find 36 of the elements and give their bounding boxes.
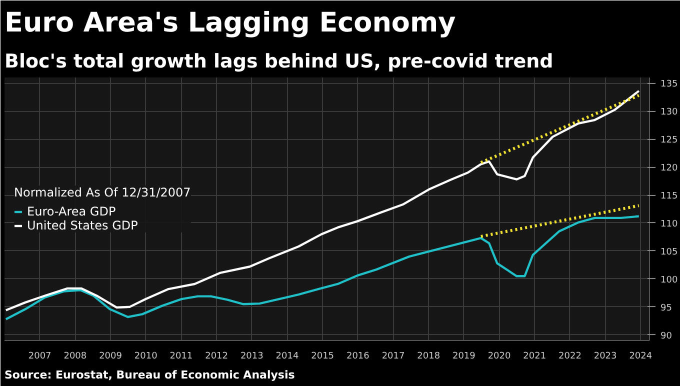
x-tick-label: 2022 [558, 352, 582, 362]
chart-title: Euro Area's Lagging Economy [4, 8, 456, 38]
y-tick-label: 100 [660, 275, 678, 286]
legend-label: Euro-Area GDP [27, 204, 116, 218]
x-tick-label: 2009 [99, 352, 122, 362]
x-tick-label: 2021 [523, 352, 546, 362]
x-tick-label: 2008 [64, 352, 87, 362]
x-tick-label: 2010 [134, 352, 158, 362]
x-tick-label: 2024 [629, 352, 652, 362]
y-tick-label: 110 [660, 219, 678, 230]
x-tick-label: 2007 [28, 352, 52, 362]
y-tick-label: 130 [660, 108, 678, 118]
x-tick-label: 2016 [346, 352, 370, 362]
x-tick-label: 2015 [311, 352, 334, 362]
y-tick-label: 105 [660, 247, 678, 258]
y-tick-label: 125 [660, 136, 678, 146]
x-tick-label: 2018 [417, 352, 440, 362]
x-tick-label: 2020 [488, 352, 512, 362]
x-tick-label: 2012 [205, 352, 228, 362]
x-tick-label: 2023 [594, 352, 617, 362]
x-tick-label: 2017 [382, 352, 405, 362]
chart-subtitle: Bloc's total growth lags behind US, pre-covid trend [4, 50, 554, 72]
y-tick-label: 95 [660, 303, 672, 314]
source-note: Source: Eurostat, Bureau of Economic Analysis [4, 368, 296, 382]
y-tick-label: 120 [660, 164, 678, 174]
x-tick-label: 2014 [276, 352, 299, 362]
y-tick-label: 115 [660, 192, 678, 202]
y-tick-label: 135 [660, 80, 678, 90]
x-tick-label: 2019 [452, 352, 476, 362]
x-tick-label: 2013 [240, 352, 264, 362]
legend-label: United States GDP [27, 218, 138, 232]
y-tick-label: 90 [660, 331, 672, 342]
line-series [4, 90, 640, 312]
legend-title: Normalized As Of 12/31/2007 [14, 185, 191, 199]
line-series [4, 215, 640, 320]
x-tick-label: 2011 [170, 352, 193, 362]
